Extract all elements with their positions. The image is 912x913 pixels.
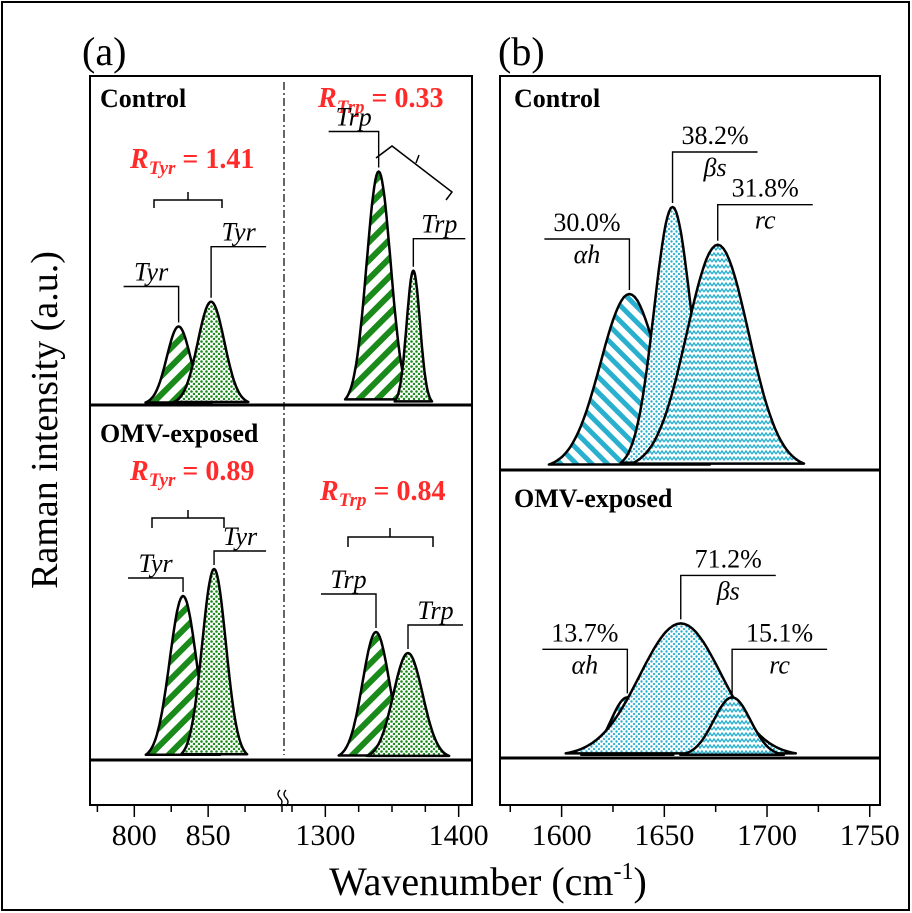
peak-leader-a-0-3: [412, 238, 466, 267]
tick-b-1700-label: 1700: [737, 819, 797, 852]
ratio-value: 1.41: [205, 144, 254, 175]
peak-leader-a-1-0: [128, 577, 184, 592]
peak-a-1-3: [365, 651, 451, 758]
peak-label-a-1-2: Trp: [330, 565, 366, 594]
tick-a-1-1400-label: 1400: [429, 819, 489, 852]
ratio-symbol: R: [129, 144, 149, 175]
peak-label-a-0-0: Tyr: [134, 258, 169, 287]
tick-b-1600-label: 1600: [532, 819, 592, 852]
ratio-value: 0.33: [394, 83, 443, 114]
peak-label-a-1-1: Tyr: [223, 522, 258, 551]
peak-leader-a-1-2: [321, 593, 377, 628]
peak-percent-b-1-2: 15.1%: [746, 618, 813, 647]
peak-label-a-1-3: Trp: [417, 596, 453, 625]
ratio-symbol: R: [319, 476, 339, 507]
peak-b-0-2: [630, 243, 806, 465]
peak-label-b-0-2: rc: [755, 206, 776, 235]
tick-b-1650-label: 1650: [634, 819, 694, 852]
ratio-label-trp-omv: RTrp = 0.84: [319, 476, 445, 511]
tick-a-0-800-label: 800: [112, 819, 157, 852]
peak-leader-b-1-2: [731, 648, 828, 694]
panel-b-frame: [499, 75, 881, 806]
peak-leader-b-0-1: [671, 151, 758, 203]
peak-label-a-1-0: Tyr: [138, 549, 173, 578]
peak-percent-b-0-1: 38.2%: [681, 121, 748, 150]
ratio-symbol: R: [129, 456, 149, 487]
bracket-tyr-omv: [151, 510, 225, 528]
x-axis-label-end: ): [634, 859, 647, 904]
peak-leader-a-0-0: [123, 285, 180, 323]
x-axis-ticks: 800 850 1300 1400 1600 1650 1700 1750: [96, 805, 900, 852]
peak-label-b-0-0: αh: [574, 240, 601, 269]
condition-title-a-omv: OMV-exposed: [100, 419, 259, 448]
peak-label-b-1-2: rc: [769, 650, 790, 679]
axis-break-mark: [277, 789, 289, 807]
ratio-label-trp-control: RTrp = 0.33: [317, 83, 443, 118]
bracket-trp-control: [375, 145, 454, 201]
tick-a-0-850-label: 850: [186, 819, 231, 852]
ratio-subscript: Trp: [339, 490, 367, 511]
panel-label-b: (b): [498, 29, 545, 74]
peak-leader-b-1-1: [680, 574, 776, 620]
ratio-label-tyr-control: RTyr = 1.41: [129, 144, 254, 179]
peak-label-a-0-2: Trp: [336, 103, 372, 132]
peak-label-a-0-3: Trp: [421, 210, 457, 239]
condition-title-a-control: Control: [100, 84, 186, 113]
peak-percent-b-0-2: 31.8%: [732, 174, 799, 203]
x-axis-label-main: Wavenumber (cm: [329, 859, 613, 904]
peak-label-b-1-1: βs: [716, 576, 740, 605]
tick-b-1750-label: 1750: [840, 819, 900, 852]
peak-percent-b-1-0: 13.7%: [551, 618, 618, 647]
peak-a-0-1: [172, 300, 250, 404]
condition-title-b-control: Control: [514, 84, 600, 113]
peak-a-1-1: [179, 567, 249, 756]
peak-label-b-0-1: βs: [703, 153, 727, 182]
peak-leader-b-0-2: [717, 204, 813, 241]
ratio-subscript: Tyr: [149, 470, 176, 491]
peak-leader-b-0-0: [544, 238, 631, 290]
peak-labels-layer: TyrTyrTrpTrpTyrTyrTrpTrp30.0%αh38.2%βs31…: [123, 103, 828, 694]
ratio-symbol: R: [317, 83, 337, 114]
peak-leader-a-0-1: [210, 246, 267, 298]
ratio-value: 0.84: [396, 476, 445, 507]
condition-title-b-omv: OMV-exposed: [514, 484, 673, 513]
peak-label-a-0-1: Tyr: [222, 218, 257, 247]
peak-percent-b-0-0: 30.0%: [553, 208, 620, 237]
ratio-subscript: Trp: [337, 97, 365, 118]
peak-percent-b-1-1: 71.2%: [695, 544, 762, 573]
panel-label-a: (a): [82, 29, 126, 74]
peak-leader-b-1-0: [542, 648, 629, 694]
ratio-subscript: Tyr: [149, 158, 176, 179]
bracket-trp-omv: [347, 528, 434, 547]
x-axis-label: Wavenumber (cm-1): [329, 859, 647, 904]
peak-leader-a-1-1: [213, 550, 267, 565]
y-axis-label: Raman intensity (a.u.): [24, 251, 66, 589]
ratio-value: 0.89: [205, 456, 254, 487]
x-axis-label-sup: -1: [614, 859, 634, 885]
peak-b-1-2: [679, 696, 786, 757]
peak-a-0-3: [393, 269, 434, 403]
peak-leader-a-1-3: [407, 624, 463, 649]
peak-label-b-1-0: αh: [572, 650, 599, 679]
peak-leader-a-0-2: [328, 130, 380, 168]
tick-a-1-1300-label: 1300: [295, 819, 355, 852]
bracket-tyr-control: [153, 192, 223, 208]
ratio-brackets: [151, 145, 454, 547]
peaks-layer: [144, 170, 806, 758]
ratio-label-tyr-omv: RTyr = 0.89: [129, 456, 254, 491]
